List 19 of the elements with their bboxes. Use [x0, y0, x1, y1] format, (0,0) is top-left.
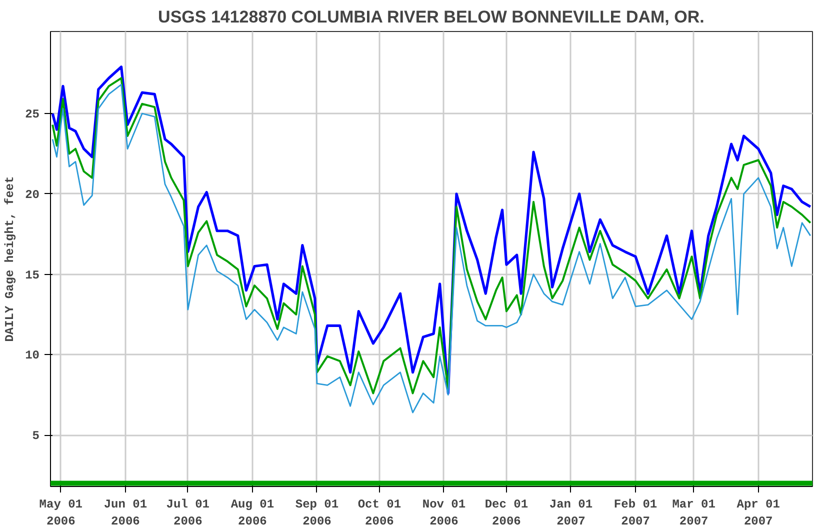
chart-title: USGS 14128870 COLUMBIA RIVER BELOW BONNEVILLE DAM, OR. — [158, 8, 704, 26]
x-tick-label: Aug 01 2006 — [230, 498, 274, 528]
y-tick-label: 10 — [25, 348, 40, 363]
x-tick-label: Dec 01 2006 — [484, 498, 528, 528]
x-tick-label: Jul 01 2006 — [166, 498, 210, 528]
y-tick-label: 25 — [25, 107, 40, 122]
x-tick-label: May 01 2006 — [39, 498, 83, 528]
x-tick-label: Oct 01 2006 — [358, 498, 402, 528]
y-tick-label: 15 — [25, 268, 40, 282]
y-tick-label: 5 — [32, 429, 40, 444]
x-tick-label: Apr 01 2007 — [736, 498, 780, 528]
x-tick-label: Jan 01 2007 — [549, 498, 593, 528]
y-tick-label: 20 — [25, 188, 40, 202]
x-tick-label: Sep 01 2006 — [295, 498, 339, 528]
x-tick-label: Feb 01 2007 — [614, 498, 658, 528]
y-axis-title: DAILY Gage height, feet — [3, 176, 18, 342]
x-tick-label: Nov 01 2006 — [422, 498, 466, 528]
x-tick-label: Mar 01 2007 — [672, 498, 716, 528]
x-tick-label: Jun 01 2006 — [104, 498, 148, 528]
